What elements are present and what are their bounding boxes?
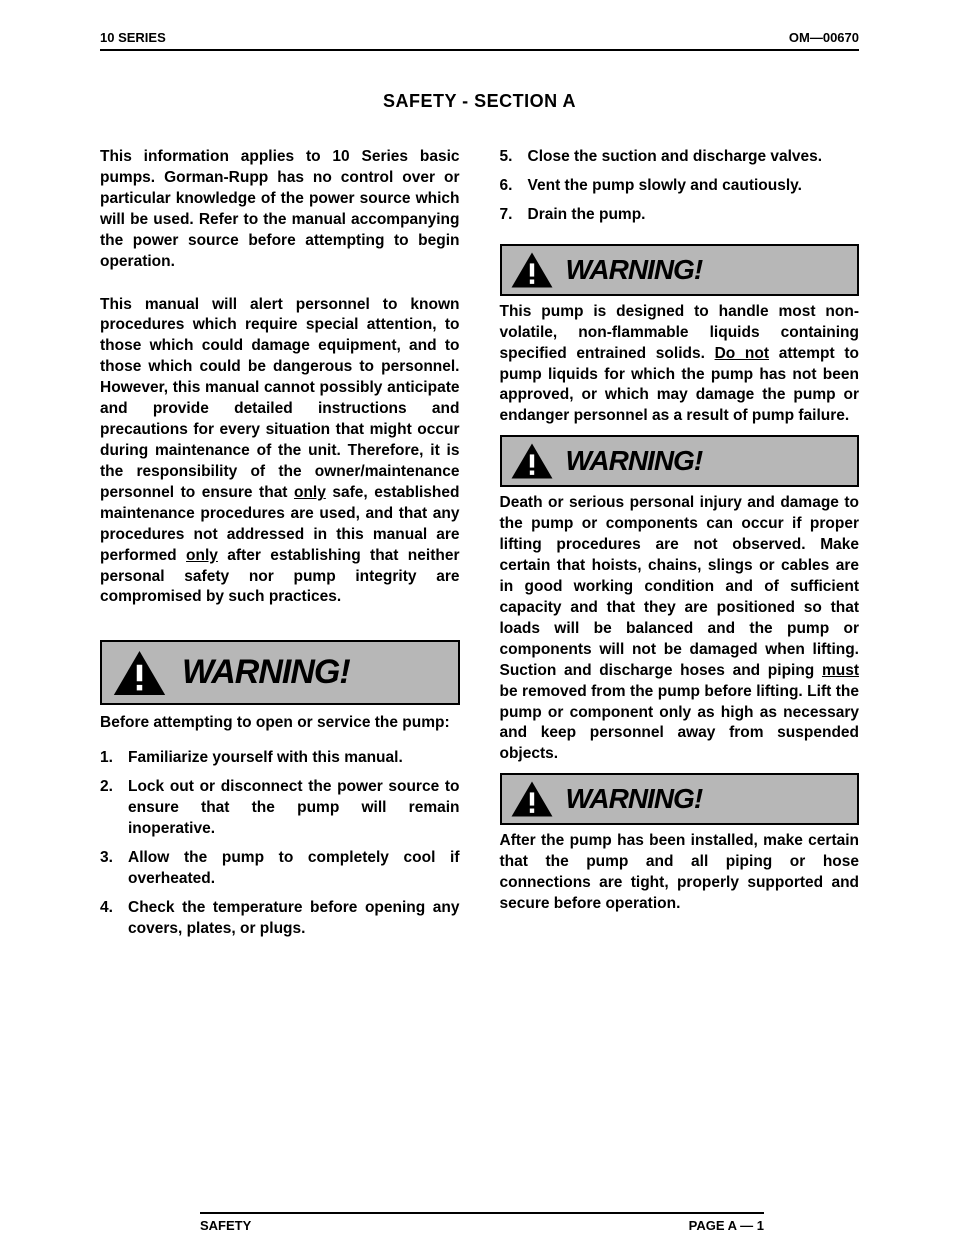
must-underline: must [822,662,859,679]
procedure-list-right: 5. Close the suction and discharge valves… [500,147,860,234]
page-header: 10 SERIES OM—00670 [100,30,859,51]
warning-box-4: WARNING! [500,773,860,825]
list-text: Check the temperature before opening any… [128,899,460,937]
list-num: 6. [500,176,513,197]
list-text: Vent the pump slowly and cautiously. [528,177,802,194]
intro-paragraph-2: This manual will alert personnel to know… [100,295,460,609]
list-num: 4. [100,898,113,919]
list-item: 4.Check the temperature before opening a… [128,898,460,940]
list-text: Allow the pump to completely cool if ove… [128,849,460,887]
list-text: Lock out or disconnect the power source … [128,778,460,837]
para2-only-underline-1: only [294,484,326,501]
warning-box-3: WARNING! [500,435,860,487]
warning-label: WARNING! [566,254,703,286]
list-item: 2.Lock out or disconnect the power sourc… [128,777,460,840]
para2-post: be removed from the pump before lifting.… [500,683,860,763]
warning-triangle-icon [112,649,167,697]
procedure-list-left: 1.Familiarize yourself with this manual.… [100,748,460,947]
warning-paragraph-2: Death or serious personal injury and dam… [500,493,860,765]
left-column: This information applies to 10 Series ba… [100,147,460,948]
section-title: SAFETY ‐ SECTION A [100,91,859,112]
header-right: OM—00670 [789,30,859,45]
header-left: 10 SERIES [100,30,166,45]
warning-box-2: WARNING! [500,244,860,296]
list-text: Familiarize yourself with this manual. [128,749,403,766]
warning-label: WARNING! [566,783,703,815]
page-footer: SAFETY PAGE A — 1 [200,1212,764,1233]
list-item: 7.Drain the pump. [528,205,860,226]
para2-only-underline-2: only [186,547,218,564]
before-service-text: Before attempting to open or service the… [100,713,460,734]
right-column: 5. Close the suction and discharge valves… [500,147,860,948]
list-num: 5. [500,147,513,168]
list-num: 1. [100,748,113,769]
warning-box-1: WARNING! [100,640,460,705]
warning-triangle-icon [510,442,554,480]
list-num: 7. [500,205,513,226]
footer-right: PAGE A — 1 [689,1218,764,1233]
do-not-underline: Do not [715,345,769,362]
list-item: 5.Close the suction and discharge valves… [528,147,860,168]
list-text: Drain the pump. [528,206,646,223]
content-grid: This information applies to 10 Series ba… [100,147,859,948]
warning-triangle-icon [510,251,554,289]
warning-paragraph-3: After the pump has been installed, make … [500,831,860,915]
warning-label: WARNING! [566,445,703,477]
list-item: 1.Familiarize yourself with this manual. [128,748,460,769]
warning-triangle-icon [510,780,554,818]
footer-left: SAFETY [200,1218,251,1233]
list-num: 2. [100,777,113,798]
list-item: 6.Vent the pump slowly and cautiously. [528,176,860,197]
para2-pre: This manual will alert personnel to know… [100,296,460,501]
list-text: Close the suction and discharge valves. [528,148,823,165]
intro-paragraph-1: This information applies to 10 Series ba… [100,147,460,273]
list-item: 3.Allow the pump to completely cool if o… [128,848,460,890]
para2-pre: Death or serious personal injury and dam… [500,494,860,678]
list-num: 3. [100,848,113,869]
warning-label: WARNING! [182,653,350,692]
warning-paragraph-1: This pump is designed to handle most non… [500,302,860,428]
